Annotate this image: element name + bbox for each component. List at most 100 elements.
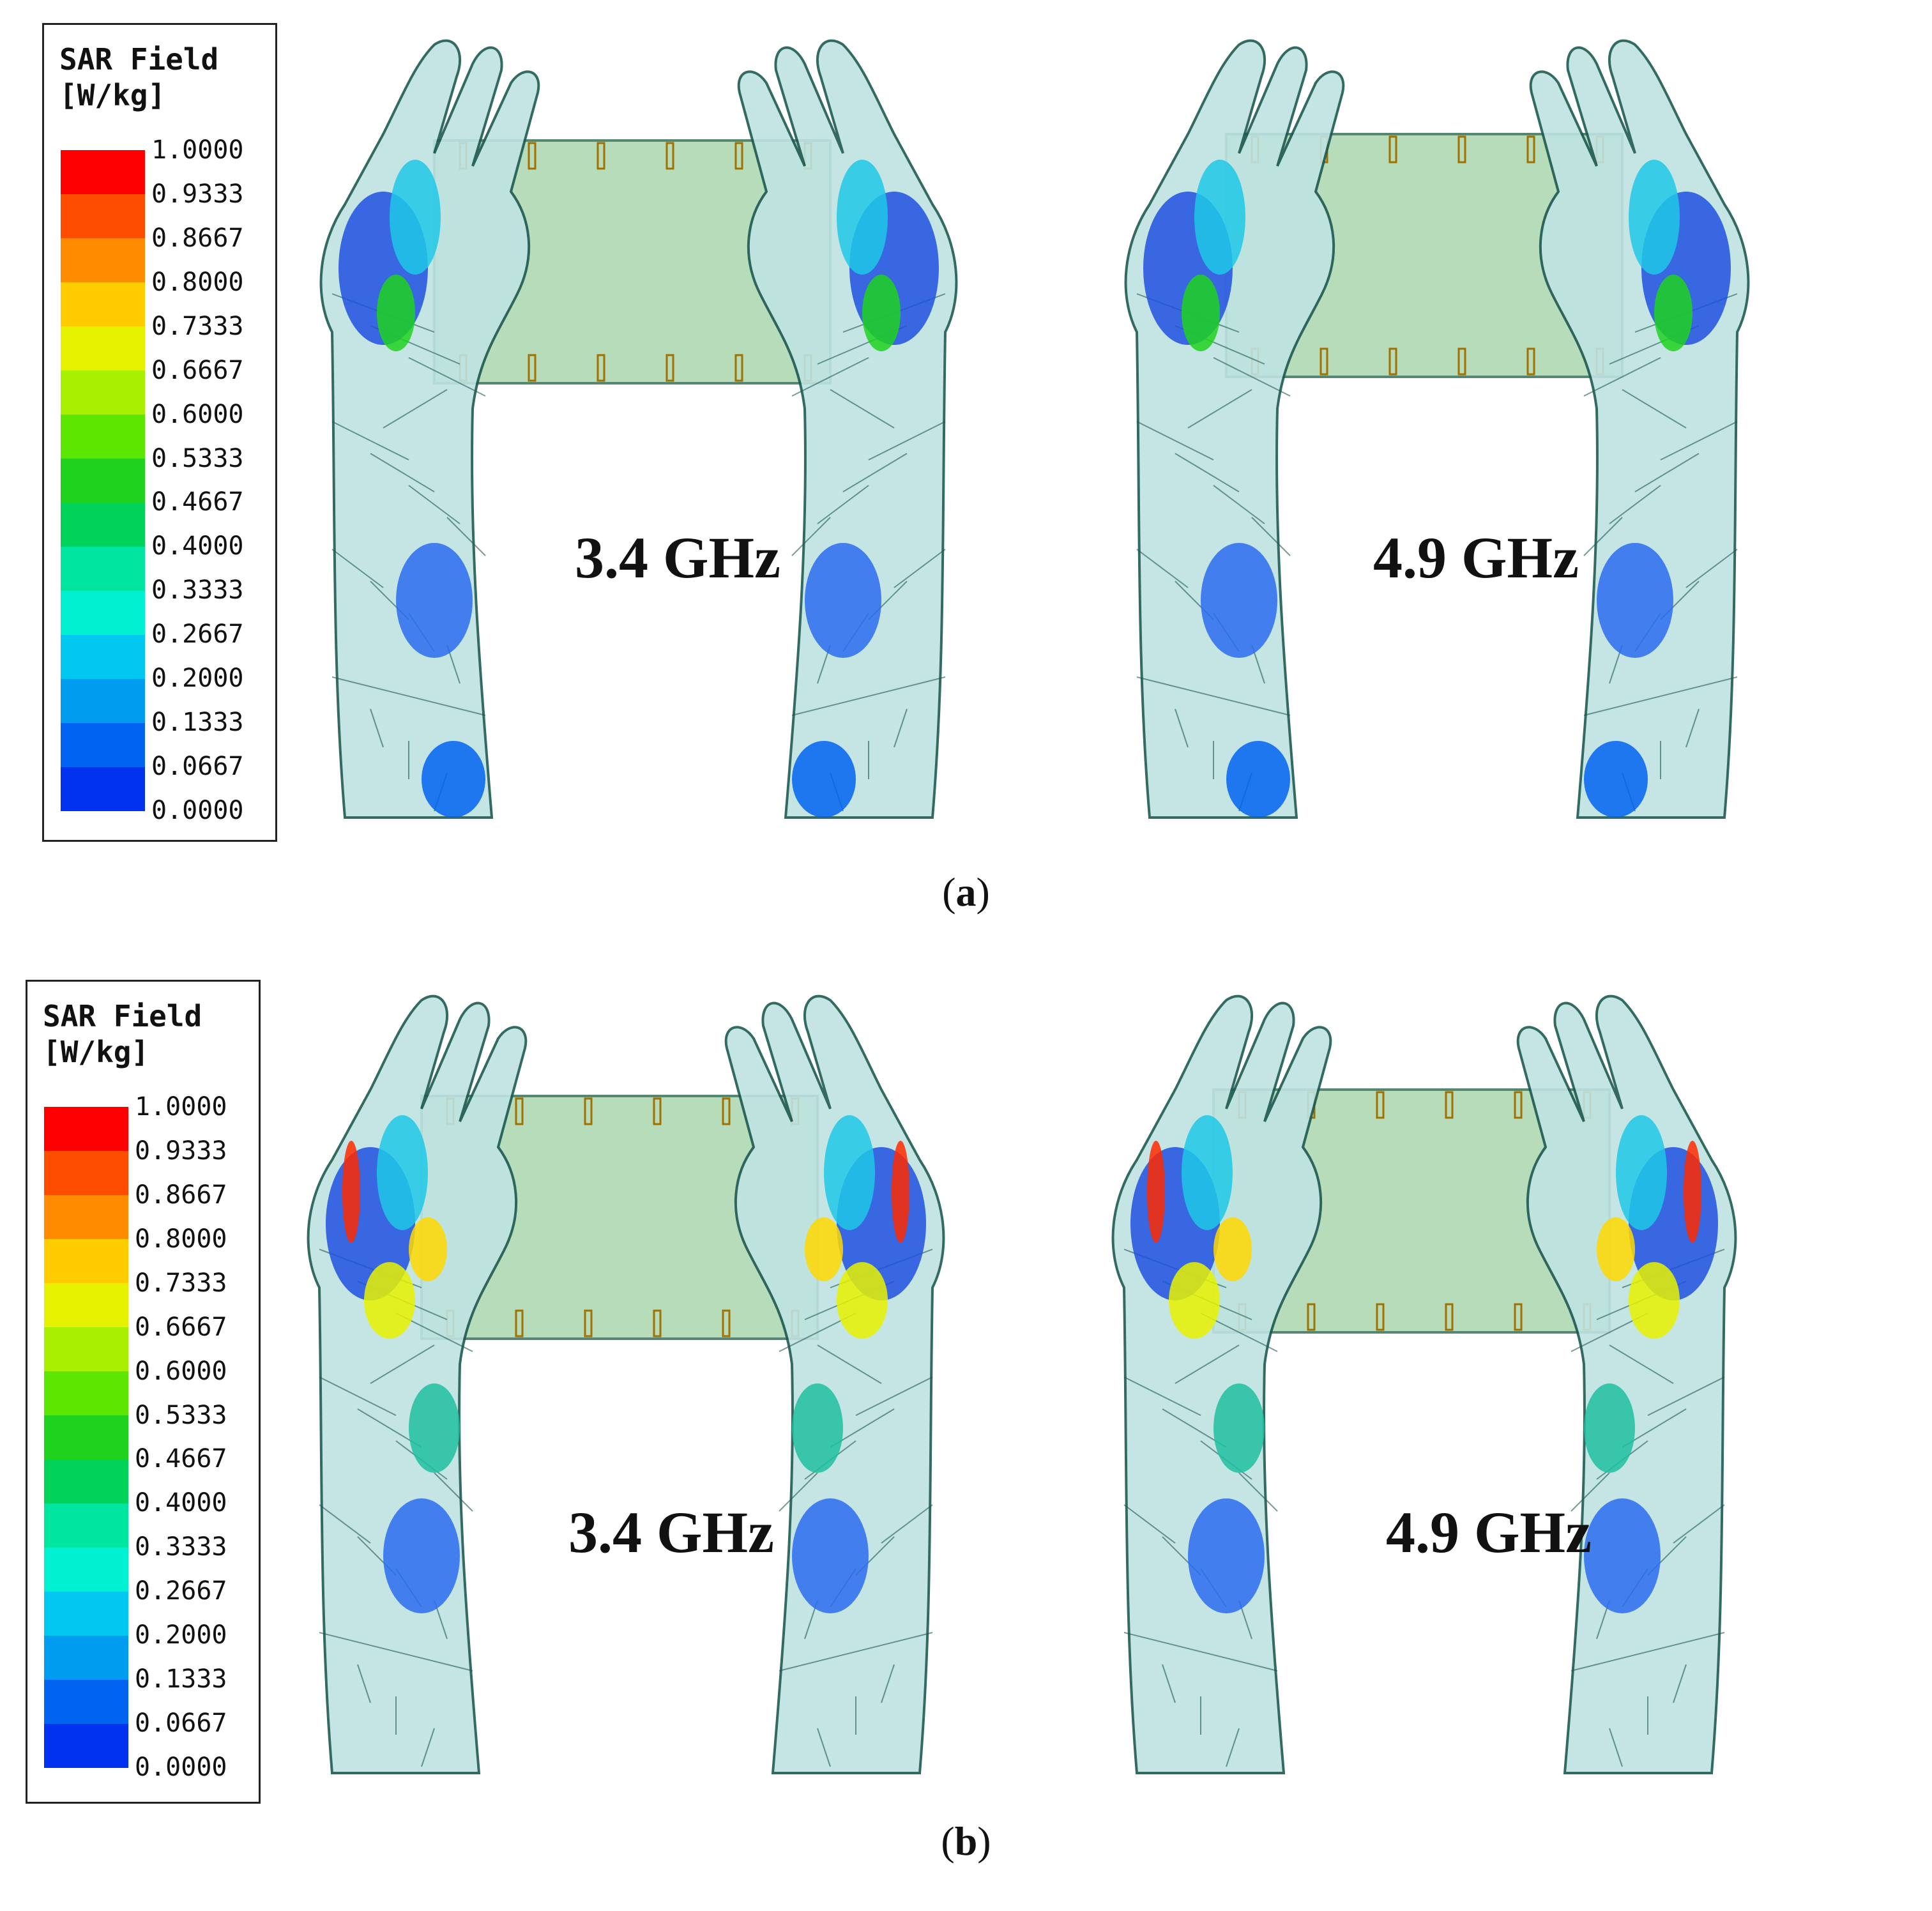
color-band bbox=[61, 503, 145, 547]
legend-tick: 0.0667 bbox=[151, 752, 244, 782]
color-band bbox=[44, 1371, 128, 1415]
antenna-element bbox=[1320, 347, 1328, 376]
color-band bbox=[44, 1724, 128, 1768]
legend-tick: 0.0667 bbox=[135, 1709, 227, 1739]
antenna-element bbox=[1526, 135, 1535, 164]
antenna-element bbox=[666, 142, 674, 170]
antenna-element bbox=[666, 354, 674, 382]
antenna-element bbox=[1307, 1303, 1316, 1331]
hand-phantom bbox=[307, 994, 528, 1774]
antenna-element bbox=[722, 1309, 731, 1337]
color-band bbox=[61, 723, 145, 767]
legend-tick: 0.3333 bbox=[151, 575, 244, 605]
caption-a: (a) bbox=[942, 869, 990, 915]
color-band bbox=[44, 1504, 128, 1548]
hand-phantom-illustration bbox=[319, 39, 1750, 819]
antenna-element bbox=[1445, 1303, 1454, 1331]
legend-tick-labels: 1.0000 0.9333 0.8667 0.8000 0.7333 0.6667 0.60… bbox=[151, 137, 273, 827]
legend-tick: 0.8667 bbox=[151, 223, 244, 253]
legend-title: SAR Field [W/kg] bbox=[43, 999, 202, 1069]
hand-phantom bbox=[724, 994, 945, 1774]
legend-tick: 0.6667 bbox=[151, 355, 244, 385]
panel-a: SAR Field [W/kg] 1.0000 0.9333 0.8667 0.800… bbox=[42, 23, 1903, 915]
hand-phantom bbox=[737, 39, 958, 819]
legend-tick: 0.3333 bbox=[135, 1532, 227, 1562]
legend-tick: 0.4667 bbox=[151, 487, 244, 517]
antenna-element bbox=[515, 1097, 524, 1125]
color-band bbox=[44, 1107, 128, 1151]
antenna-element bbox=[1376, 1303, 1385, 1331]
legend-tick: 0.9333 bbox=[135, 1136, 227, 1166]
color-band bbox=[44, 1592, 128, 1636]
frequency-label-right: 4.9 GHz bbox=[1386, 1500, 1592, 1565]
antenna-element bbox=[653, 1309, 662, 1337]
legend-tick: 0.4000 bbox=[135, 1488, 227, 1518]
legend-tick: 0.8000 bbox=[151, 267, 244, 297]
antenna-element bbox=[722, 1097, 731, 1125]
legend-tick: 0.1333 bbox=[135, 1664, 227, 1694]
color-band bbox=[61, 150, 145, 194]
color-band bbox=[44, 1239, 128, 1283]
legend-tick: 0.4000 bbox=[151, 531, 244, 561]
antenna-element bbox=[1514, 1091, 1523, 1119]
antenna-element bbox=[1514, 1303, 1523, 1331]
color-band bbox=[61, 326, 145, 370]
antenna-element bbox=[1376, 1091, 1385, 1119]
color-band bbox=[44, 1151, 128, 1195]
legend-tick: 0.2000 bbox=[151, 664, 244, 694]
antenna-element bbox=[1388, 135, 1397, 164]
legend-tick: 0.2667 bbox=[135, 1576, 227, 1606]
legend-tick: 0.5333 bbox=[151, 443, 244, 473]
color-band bbox=[44, 1195, 128, 1239]
legend-tick: 0.6667 bbox=[135, 1312, 227, 1342]
legend-tick: 0.4667 bbox=[135, 1444, 227, 1474]
caption-b: (b) bbox=[941, 1818, 991, 1864]
color-band bbox=[44, 1680, 128, 1724]
antenna-element bbox=[597, 142, 605, 170]
antenna-element bbox=[597, 354, 605, 382]
color-scale-bar bbox=[44, 1107, 128, 1768]
antenna-element bbox=[1457, 135, 1466, 164]
antenna-element bbox=[515, 1309, 524, 1337]
frequency-label-right: 4.9 GHz bbox=[1373, 525, 1579, 590]
antenna-element bbox=[584, 1309, 593, 1337]
color-band bbox=[44, 1415, 128, 1459]
antenna-element bbox=[1388, 347, 1397, 376]
hand-phantom-illustration bbox=[307, 994, 1737, 1774]
color-scale-bar bbox=[61, 150, 145, 811]
color-band bbox=[44, 1636, 128, 1680]
color-band bbox=[61, 679, 145, 723]
legend-tick: 0.8667 bbox=[135, 1180, 227, 1210]
antenna-element bbox=[584, 1097, 593, 1125]
color-band bbox=[61, 459, 145, 503]
color-band bbox=[61, 591, 145, 635]
legend-tick: 1.0000 bbox=[151, 135, 244, 165]
hand-phantom bbox=[1529, 39, 1750, 819]
hand-phantom bbox=[1111, 994, 1332, 1774]
color-band bbox=[61, 370, 145, 415]
legend-tick: 0.7333 bbox=[151, 311, 244, 341]
antenna-element bbox=[734, 354, 743, 382]
color-band bbox=[44, 1283, 128, 1327]
color-band bbox=[61, 194, 145, 238]
legend-tick: 0.9333 bbox=[151, 179, 244, 209]
sar-hand-model-figure: 3.4 GHz 4.9 GHz bbox=[294, 981, 1910, 1805]
legend-tick: 0.0000 bbox=[135, 1753, 227, 1782]
legend-tick: 0.5333 bbox=[135, 1400, 227, 1430]
legend-title: SAR Field [W/kg] bbox=[59, 42, 219, 112]
panel-b: SAR Field [W/kg] 1.0000 0.9333 0.8667 0.800… bbox=[0, 956, 1932, 1911]
sar-legend: SAR Field [W/kg] 1.0000 0.9333 0.8667 0.800… bbox=[26, 980, 261, 1804]
legend-tick: 0.6000 bbox=[135, 1356, 227, 1386]
color-band bbox=[44, 1548, 128, 1592]
antenna-element bbox=[653, 1097, 662, 1125]
legend-tick: 0.2000 bbox=[135, 1620, 227, 1650]
sar-hand-model-figure: 3.4 GHz 4.9 GHz bbox=[307, 26, 1903, 843]
color-band bbox=[44, 1327, 128, 1371]
legend-tick: 0.7333 bbox=[135, 1268, 227, 1298]
antenna-element bbox=[734, 142, 743, 170]
sar-legend: SAR Field [W/kg] 1.0000 0.9333 0.8667 0.800… bbox=[42, 23, 277, 842]
legend-tick: 0.0000 bbox=[151, 796, 244, 825]
legend-tick-labels: 1.0000 0.9333 0.8667 0.8000 0.7333 0.6667 0.60… bbox=[135, 1094, 256, 1784]
legend-tick: 0.2667 bbox=[151, 620, 244, 650]
frequency-label-left: 3.4 GHz bbox=[568, 1500, 774, 1565]
